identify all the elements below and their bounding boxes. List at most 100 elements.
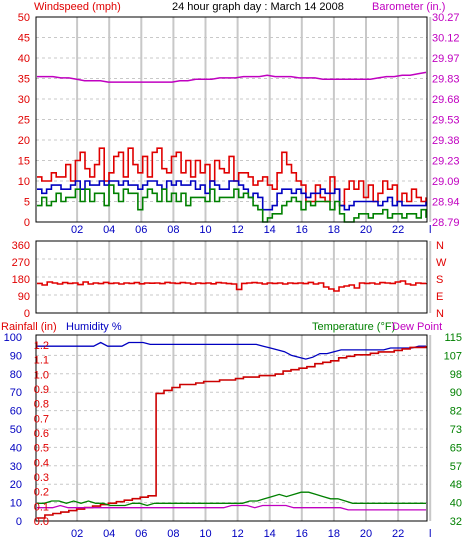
temperature-y-tick-label: 115 — [444, 332, 462, 344]
x-tick-label: 22 — [392, 224, 404, 236]
barometer-y-tick-label: 30.12 — [432, 33, 460, 45]
rain-y-tick-label: 0.9 — [34, 384, 49, 396]
rain-y-tick-label: 0.4 — [34, 457, 49, 469]
rain-humidity-temp-panel: 1.21.11.00.90.80.70.60.50.40.30.20.10.0 … — [1, 321, 462, 540]
temperature-y-tick-label: 82 — [450, 406, 462, 418]
rain-y-tick-label: 0.6 — [34, 428, 49, 440]
x-tick-label: 20 — [360, 224, 372, 236]
temperature-y-tick-label: 107 — [444, 350, 462, 362]
x-tick-label: l — [429, 528, 431, 540]
barometer-y-tick-label: 29.23 — [432, 156, 460, 168]
x-tick-label: 04 — [103, 528, 115, 540]
x-tick-label: 10 — [199, 528, 211, 540]
wind-y-tick-label: 30 — [18, 94, 30, 106]
temperature-y-tick-label: 32 — [450, 516, 462, 528]
wind-y-tick-label: 20 — [18, 135, 30, 147]
wind-y-tick-label: 10 — [18, 176, 30, 188]
compass-tick-label: W — [436, 257, 447, 269]
rain-y-tick-label: 1.1 — [34, 355, 49, 367]
x-tick-label: 16 — [296, 224, 308, 236]
x-tick-label: 06 — [135, 528, 147, 540]
barometer-y-tick-label: 29.83 — [432, 74, 460, 86]
humidity-axis-label: Humidity % — [66, 321, 122, 333]
barometer-y-tick-label: 28.79 — [432, 217, 460, 229]
barometer-y-tick-label: 29.09 — [432, 176, 460, 188]
wind-y-tick-label: 50 — [18, 12, 30, 24]
rain-y-tick-label: 0.8 — [34, 399, 49, 411]
rain-y-tick-label: 1.2 — [34, 340, 49, 352]
wind-direction-line — [37, 280, 427, 292]
x-tick-label: 10 — [199, 224, 211, 236]
barometer-axis-label: Barometer (in.) — [372, 1, 445, 13]
direction-panel-frame — [35, 240, 428, 314]
barometer-y-tick-label: 30.27 — [432, 12, 460, 24]
barometer-line — [37, 71, 427, 83]
rain-left-ticks: 1.2 1.1 1.0 0.9 0.8 0.7 0.6 0.5 0.4 0.3 0.2 0.1 0.0 — [34, 340, 49, 528]
compass-tick-label: S — [436, 274, 443, 286]
x-tick-label: 16 — [296, 528, 308, 540]
x-tick-label: l — [429, 224, 431, 236]
wind-y-tick-label: 5 — [24, 197, 30, 209]
wind-y-tick-label: 45 — [18, 33, 30, 45]
barometer-y-tick-label: 28.94 — [432, 197, 460, 209]
temperature-axis-label: Temperature (°F) — [312, 321, 395, 333]
humidity-blue-line — [37, 341, 426, 360]
rain-panel-frame — [35, 334, 428, 522]
rain-y-tick-label: 0.2 — [34, 487, 49, 499]
wind-y-tick-label: 15 — [18, 156, 30, 168]
x-tick-label: 08 — [167, 528, 179, 540]
x-tick-label: 06 — [135, 224, 147, 236]
compass-tick-label: N — [436, 240, 444, 252]
barometer-right-ticks: 30.27 30.12 29.97 29.83 29.68 29.53 29.38 29.23… — [432, 12, 460, 229]
rain-y-tick-label: 0.5 — [34, 443, 49, 455]
humidity-y-tick-label: 20 — [10, 479, 22, 491]
x-tick-label: 22 — [392, 528, 404, 540]
rain-y-tick-label: 1.0 — [34, 369, 49, 381]
wind-panel-series — [37, 71, 427, 223]
rain-x-ticks: 02 04 06 08 10 12 14 16 18 20 22 l — [71, 528, 431, 540]
wind-panel-frame — [35, 16, 428, 223]
humidity-y-tick-label: 60 — [10, 406, 22, 418]
temperature-right-ticks: 115 107 98 90 82 73 65 57 48 40 32 — [444, 332, 462, 528]
temperature-y-tick-label: 48 — [450, 479, 462, 491]
humidity-y-tick-label: 90 — [10, 350, 22, 362]
temperature-y-tick-label: 40 — [450, 498, 462, 510]
x-tick-label: 02 — [71, 224, 83, 236]
x-tick-label: 12 — [231, 224, 243, 236]
x-tick-label: 08 — [167, 224, 179, 236]
humidity-y-tick-label: 10 — [10, 498, 22, 510]
temperature-y-tick-label: 90 — [450, 387, 462, 399]
x-tick-label: 04 — [103, 224, 115, 236]
direction-y-tick-label: 180 — [12, 274, 30, 286]
temperature-y-tick-label: 57 — [450, 461, 462, 473]
wind-y-tick-label: 25 — [18, 115, 30, 127]
direction-y-tick-label: 90 — [18, 291, 30, 303]
dewpoint-axis-label: Dew Point — [392, 321, 442, 333]
wind-green-line — [37, 184, 427, 223]
x-tick-label: 12 — [231, 528, 243, 540]
barometer-y-tick-label: 29.53 — [432, 115, 460, 127]
humidity-y-tick-label: 30 — [10, 461, 22, 473]
temperature-y-tick-label: 65 — [450, 442, 462, 454]
humidity-y-tick-label: 80 — [10, 369, 22, 381]
compass-tick-label: N — [436, 308, 444, 320]
direction-panel-series — [37, 280, 427, 292]
temp-green-line — [37, 491, 426, 507]
rainfall-axis-label: Rainfall (in) — [1, 321, 57, 333]
rain-panel-grid — [36, 335, 432, 521]
temp-magenta-line — [37, 504, 426, 511]
humidity-y-tick-label: 0 — [16, 516, 22, 528]
rain-y-tick-label: 0.3 — [34, 472, 49, 484]
direction-y-tick-label: 270 — [12, 257, 30, 269]
wind-y-tick-label: 40 — [18, 53, 30, 65]
rainfall-line — [37, 345, 427, 519]
wind-blue-line — [37, 180, 427, 211]
wind-red-line — [37, 147, 427, 207]
temperature-y-tick-label: 98 — [450, 369, 462, 381]
